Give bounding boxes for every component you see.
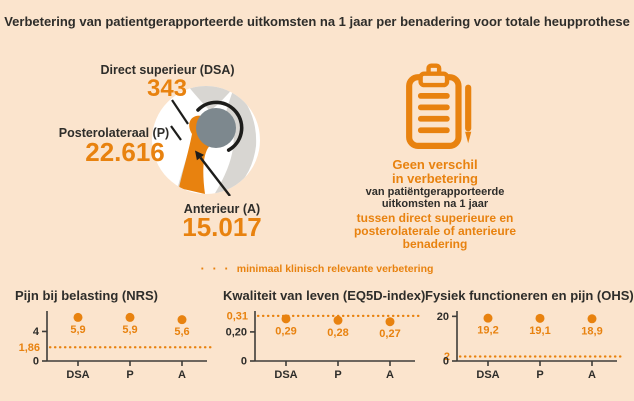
chart-title: Pijn bij belasting (NRS): [15, 288, 159, 303]
chart-pijn-bij-belasting: Pijn bij belasting (NRS) 1,86 0 4 DSA 5,9 P 5,…: [9, 288, 217, 385]
reference-line-label: 1,86: [19, 342, 40, 354]
dotted-line-legend-marker: · · ·: [200, 261, 231, 276]
approach-label-posterolateraal: Posterolateraal (P): [58, 126, 170, 140]
data-point-label: 18,9: [581, 325, 602, 337]
conclusion-body-line1: van patiëntgerapporteerde: [365, 186, 505, 199]
chart-title: Kwaliteit van leven (EQ5D-index): [223, 288, 426, 303]
pelvis-bone-shape: [180, 86, 238, 111]
approach-value-posterolateraal: 22.616: [85, 137, 165, 167]
legend-text: minimaal klinisch relevante verbetering: [236, 263, 434, 275]
reference-line-label: 2: [444, 351, 450, 363]
chart-plot-nrs: 1,86 0 4 DSA 5,9 P 5,9 A 5,6: [19, 311, 213, 381]
data-point-label: 5,9: [70, 324, 85, 336]
conclusion-emphasis-line1: tussen direct superieure en: [356, 211, 514, 226]
data-point: [177, 315, 187, 325]
pelvis-rim-shape: [212, 88, 257, 194]
chart-kwaliteit-van-leven: Kwaliteit van leven (EQ5D-index) 0,31 0 0,…: [217, 288, 425, 385]
posterolateral-pointer-line: [170, 125, 182, 141]
category-label: DSA: [476, 369, 499, 381]
category-label: DSA: [66, 369, 89, 381]
page-title: Verbetering van patientgerapporteerde ui…: [4, 14, 630, 29]
data-point: [125, 312, 135, 322]
data-point: [281, 314, 291, 324]
approach-value-anterieur: 15.017: [182, 212, 262, 242]
data-point-label: 19,1: [529, 325, 550, 337]
data-point: [483, 313, 493, 323]
category-label: P: [334, 369, 341, 381]
conclusion-headline-line2: in verbetering: [392, 170, 478, 186]
conclusion-headline-line1: Geen verschil: [392, 157, 478, 172]
chart-plot-eq5d: 0,31 0 0,20 DSA 0,29 P 0,28 A 0,27: [226, 310, 421, 381]
conclusion-emphasis-line2: posterolaterale of anterieure benadering: [353, 224, 517, 252]
data-point: [73, 312, 83, 322]
dsa-pointer-line: [171, 99, 189, 125]
category-label: A: [386, 369, 394, 381]
category-label: P: [126, 369, 133, 381]
data-point-label: 5,6: [174, 326, 189, 338]
data-point-label: 5,9: [122, 324, 137, 336]
clipboard-icon: [406, 63, 472, 149]
data-point: [535, 313, 545, 323]
y-tick-label: 0: [241, 356, 247, 368]
y-tick-label: 20: [437, 311, 449, 323]
category-label: A: [588, 369, 596, 381]
data-point: [333, 315, 343, 325]
reference-line-label: 0,31: [227, 310, 248, 322]
hip-joint-illustration: [152, 86, 260, 196]
y-tick-label: 0: [443, 356, 449, 368]
category-label: P: [536, 369, 543, 381]
legend: · · · minimaal klinisch relevante verbet…: [0, 261, 634, 276]
conclusion-message: Geen verschil in verbetering van patiënt…: [320, 158, 550, 251]
femoral-head-ball: [196, 108, 236, 148]
acetabulum-arc: [196, 100, 244, 152]
data-point-label: 19,2: [477, 325, 498, 337]
data-point-label: 0,27: [379, 328, 400, 340]
approach-label-dsa: Direct superieur (DSA): [100, 63, 235, 77]
data-point: [587, 314, 597, 324]
category-label: DSA: [274, 369, 297, 381]
chart-fysiek-functioneren: Fysiek functioneren en pijn (OHS) 2 0 20 DS…: [419, 288, 634, 385]
anterior-arrow: [195, 150, 231, 196]
approach-label-anterieur: Anterieur (A): [183, 202, 261, 216]
data-point-label: 0,29: [275, 325, 296, 337]
approach-value-dsa: 343: [146, 75, 188, 102]
category-label: A: [178, 369, 186, 381]
y-tick-label: 4: [33, 326, 40, 338]
chart-title: Fysiek functioneren en pijn (OHS): [425, 288, 634, 303]
chart-plot-ohs: 20 20 DSA 19,2 P 19,1 A 18,9: [437, 311, 623, 381]
data-point-label: 0,28: [327, 327, 348, 339]
y-tick-label: 0,20: [226, 326, 247, 338]
conclusion-body-line2: uitkomsten na 1 jaar: [381, 197, 489, 210]
y-tick-label: 0: [33, 356, 39, 368]
data-point: [385, 317, 395, 327]
